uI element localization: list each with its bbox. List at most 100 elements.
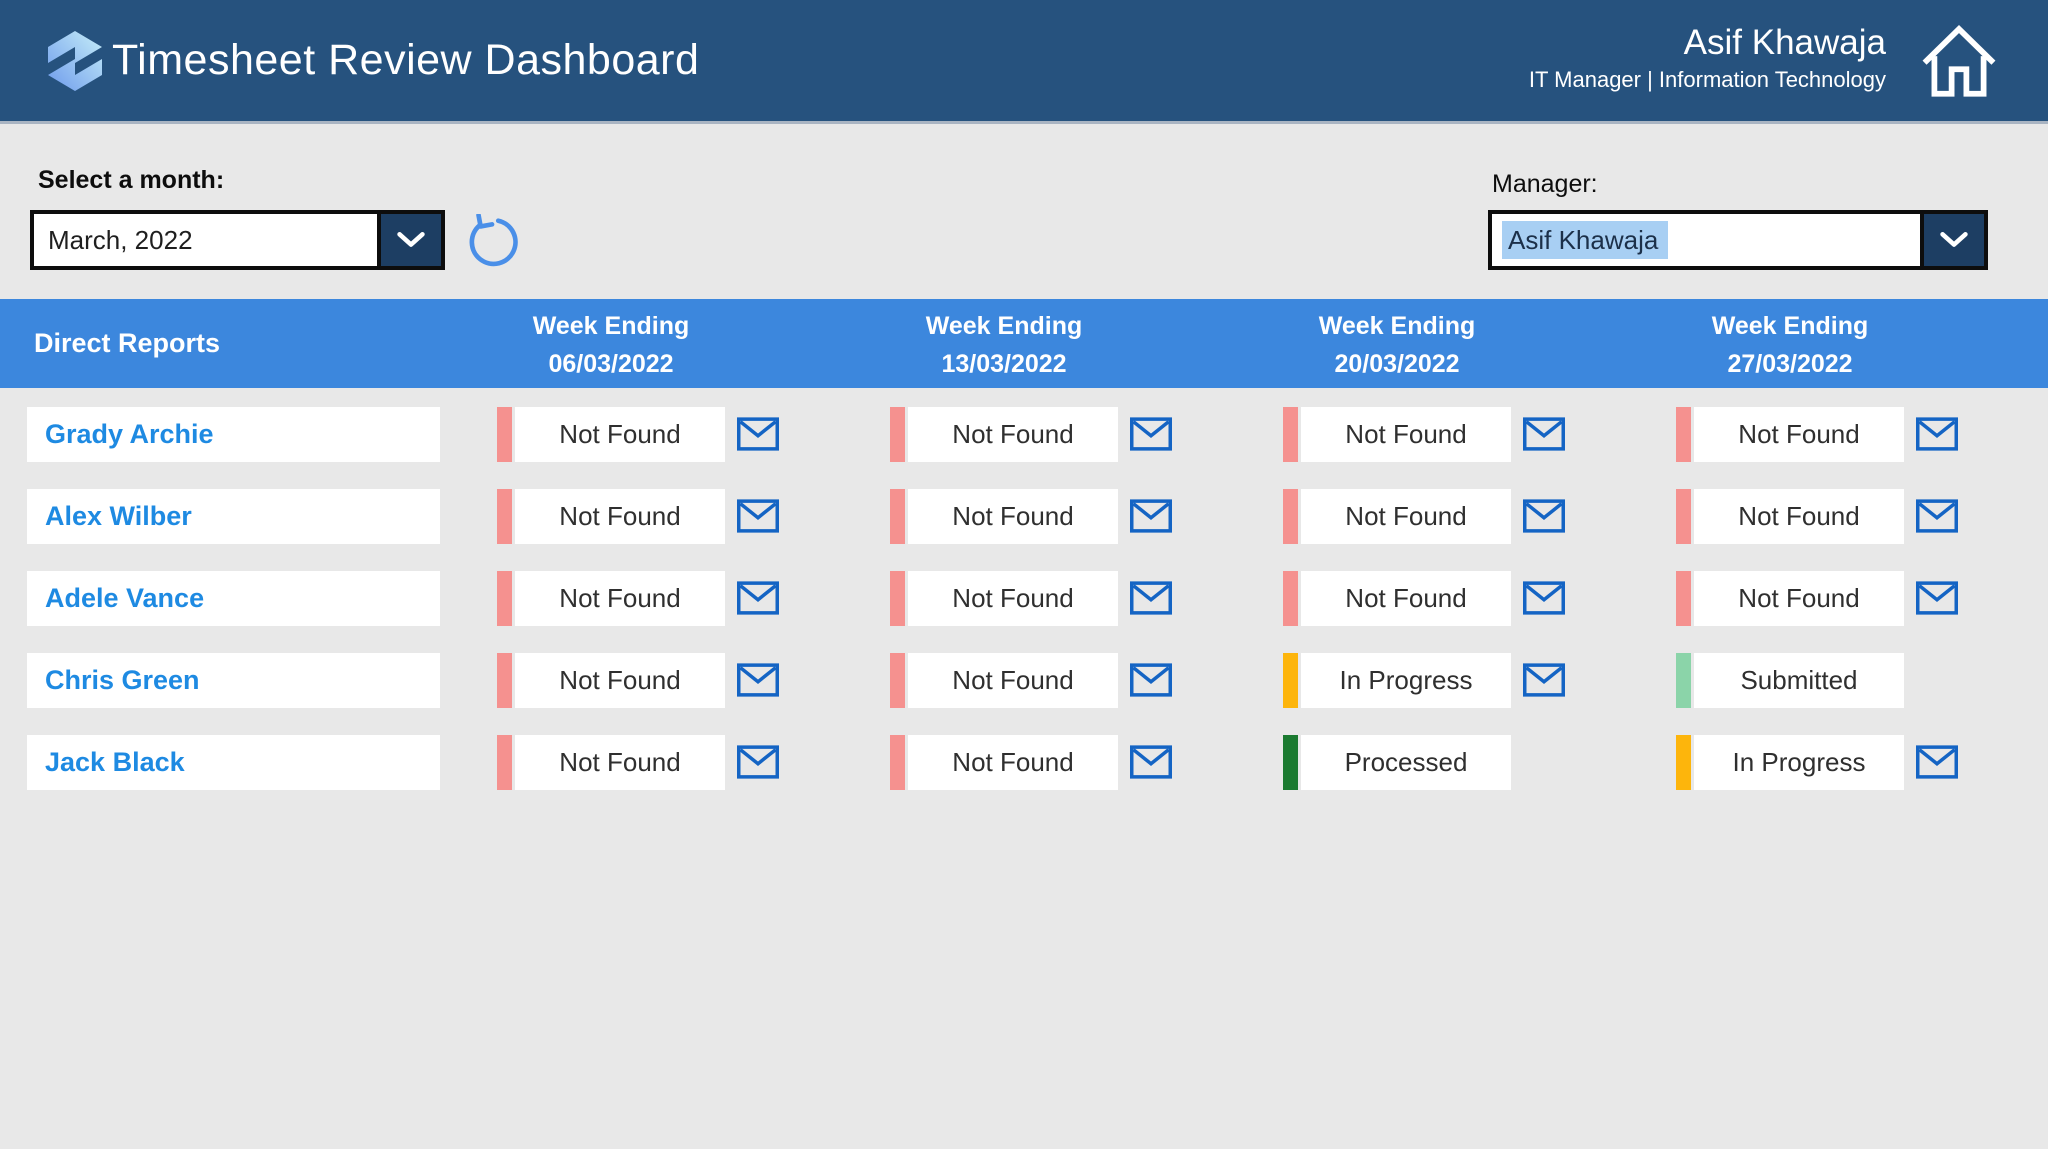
mail-icon[interactable]	[737, 663, 779, 697]
employee-name-card[interactable]: Jack Black	[27, 735, 440, 790]
employee-name-label[interactable]: Chris Green	[45, 665, 200, 695]
status-label: Not Found	[1345, 583, 1467, 613]
status-box: Not Found	[515, 653, 725, 708]
mail-icon[interactable]	[1130, 663, 1172, 697]
status-bar	[890, 489, 905, 544]
employee-name-card[interactable]: Alex Wilber	[27, 489, 440, 544]
mail-icon[interactable]	[1916, 745, 1958, 779]
status-cell: Not Found	[890, 735, 1190, 790]
week-column-header-2: Week Ending 13/03/2022	[925, 312, 1083, 378]
status-cell: Not Found	[497, 407, 797, 462]
month-dropdown-button[interactable]	[377, 214, 441, 266]
status-box: In Progress	[1301, 653, 1511, 708]
manager-dropdown[interactable]: Asif Khawaja	[1488, 210, 1988, 270]
status-label: Not Found	[952, 501, 1074, 531]
status-cell: Not Found	[890, 571, 1190, 626]
employee-name-label[interactable]: Alex Wilber	[45, 501, 192, 531]
mail-icon[interactable]	[1130, 417, 1172, 451]
user-name: Asif Khawaja	[1683, 23, 1886, 62]
status-bar	[497, 735, 512, 790]
status-cell: Not Found	[890, 489, 1190, 544]
status-cell: Not Found	[890, 407, 1190, 462]
mail-icon[interactable]	[1916, 499, 1958, 533]
manager-dropdown-button[interactable]	[1920, 214, 1984, 266]
status-bar	[1283, 735, 1298, 790]
status-label: Not Found	[1738, 419, 1860, 449]
status-cell: Submitted	[1676, 653, 1976, 708]
status-box: Not Found	[908, 735, 1118, 790]
employee-name-label[interactable]: Jack Black	[45, 747, 185, 777]
status-cell: Not Found	[1283, 407, 1583, 462]
mail-icon[interactable]	[1130, 581, 1172, 615]
status-label: Not Found	[559, 583, 681, 613]
status-label: Not Found	[952, 583, 1074, 613]
month-dropdown[interactable]: March, 2022	[30, 210, 445, 270]
status-cell: Not Found	[497, 653, 797, 708]
status-cell: Not Found	[1283, 571, 1583, 626]
status-bar	[1676, 571, 1691, 626]
app-logo-icon	[48, 31, 102, 91]
user-role: IT Manager | Information Technology	[1528, 67, 1886, 92]
mail-icon[interactable]	[1916, 581, 1958, 615]
status-label: Not Found	[559, 665, 681, 695]
table-header: Direct Reports Week Ending 06/03/2022 We…	[0, 299, 2048, 388]
mail-icon[interactable]	[737, 745, 779, 779]
status-cell: Not Found	[497, 735, 797, 790]
status-box: Not Found	[1694, 407, 1904, 462]
week-column-header-1: Week Ending 06/03/2022	[532, 312, 690, 378]
status-bar	[1283, 571, 1298, 626]
report-row: Adele Vance Not Found Not Found Not Foun…	[0, 571, 2048, 626]
status-cell: Processed	[1283, 735, 1583, 790]
status-box: Submitted	[1694, 653, 1904, 708]
status-label: Submitted	[1740, 665, 1858, 695]
status-bar	[497, 571, 512, 626]
status-label: In Progress	[1339, 665, 1473, 695]
status-cell: Not Found	[1676, 407, 1976, 462]
mail-icon[interactable]	[1916, 417, 1958, 451]
mail-icon[interactable]	[1130, 499, 1172, 533]
status-cell: Not Found	[497, 489, 797, 544]
mail-icon[interactable]	[737, 417, 779, 451]
mail-icon[interactable]	[1523, 499, 1565, 533]
employee-name-card[interactable]: Chris Green	[27, 653, 440, 708]
status-bar	[890, 735, 905, 790]
status-box: Not Found	[908, 571, 1118, 626]
status-box: Not Found	[908, 653, 1118, 708]
week-column-header-3: Week Ending 20/03/2022	[1318, 312, 1476, 378]
status-box: Not Found	[515, 571, 725, 626]
employee-name-card[interactable]: Grady Archie	[27, 407, 440, 462]
mail-icon[interactable]	[737, 499, 779, 533]
status-box: Not Found	[515, 489, 725, 544]
status-box: Not Found	[515, 407, 725, 462]
home-icon[interactable]	[1918, 20, 2000, 102]
mail-icon[interactable]	[1130, 745, 1172, 779]
status-cell: In Progress	[1283, 653, 1583, 708]
status-label: Not Found	[559, 419, 681, 449]
mail-icon[interactable]	[1523, 581, 1565, 615]
employee-name-card[interactable]: Adele Vance	[27, 571, 440, 626]
manager-filter-label: Manager:	[1492, 170, 1598, 198]
month-filter-label: Select a month:	[38, 166, 225, 194]
mail-icon[interactable]	[737, 581, 779, 615]
chevron-down-icon	[1940, 232, 1968, 247]
report-row: Chris Green Not Found Not Found In Progr…	[0, 653, 2048, 708]
status-bar	[1676, 653, 1691, 708]
user-info: Asif Khawaja IT Manager | Information Te…	[1529, 22, 1886, 96]
employee-name-label[interactable]: Grady Archie	[45, 419, 214, 449]
status-box: Not Found	[515, 735, 725, 790]
mail-icon[interactable]	[1523, 417, 1565, 451]
status-bar	[1676, 489, 1691, 544]
employee-name-label[interactable]: Adele Vance	[45, 583, 205, 613]
refresh-icon[interactable]	[464, 214, 518, 268]
month-dropdown-value: March, 2022	[48, 225, 193, 255]
mail-icon[interactable]	[1523, 663, 1565, 697]
status-label: Not Found	[1738, 501, 1860, 531]
status-bar	[1676, 735, 1691, 790]
report-row: Grady Archie Not Found Not Found Not Fou…	[0, 407, 2048, 462]
status-cell: Not Found	[1676, 489, 1976, 544]
status-cell: Not Found	[497, 571, 797, 626]
status-box: Not Found	[908, 489, 1118, 544]
status-label: Not Found	[952, 747, 1074, 777]
status-bar	[497, 489, 512, 544]
